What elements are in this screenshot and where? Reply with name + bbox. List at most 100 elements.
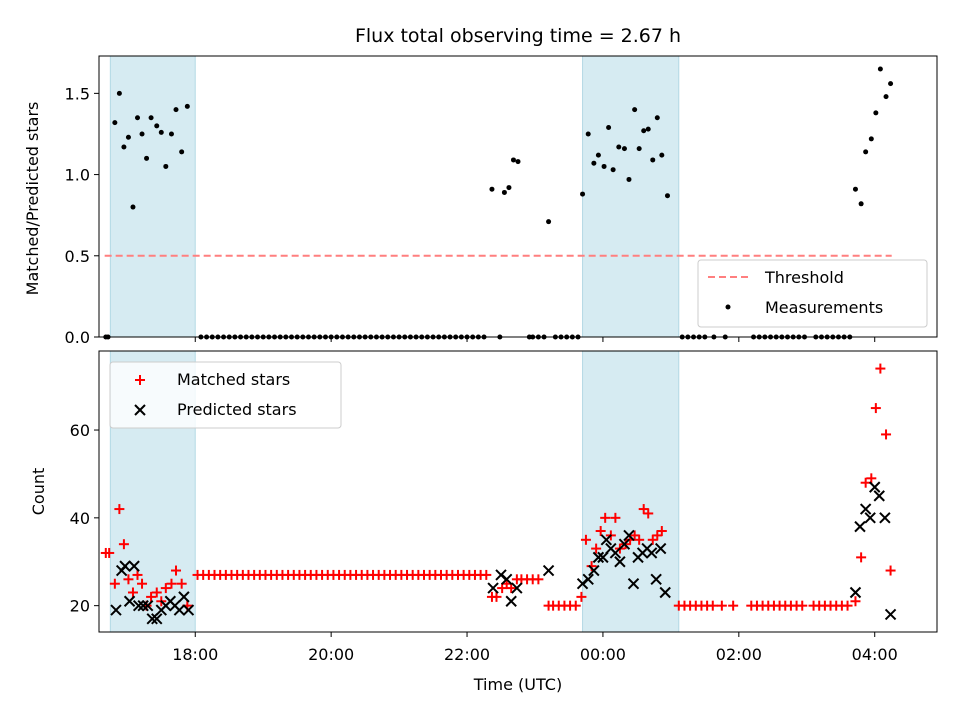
measurement-point	[144, 155, 150, 161]
measurement-point	[650, 157, 656, 163]
top-y-tick-label: 1.0	[65, 166, 90, 185]
x-stroke-b	[873, 490, 885, 502]
x-stroke-b	[500, 573, 513, 586]
measurement-point	[591, 160, 597, 166]
measurement-point	[130, 204, 136, 210]
measurement-point	[852, 186, 858, 192]
top-legend: Threshold Measurements	[697, 259, 928, 328]
predicted-star-point	[859, 503, 872, 515]
x-stroke-b	[600, 534, 613, 546]
shaded-interval	[109, 55, 196, 338]
top-axes-frame	[98, 55, 938, 338]
x-stroke-b	[495, 569, 507, 581]
x-tick-label: 00:00	[580, 645, 626, 664]
measurement-point	[580, 191, 586, 197]
predicted-star-point	[132, 599, 145, 612]
matched-star-point	[118, 539, 129, 550]
matched-star-point	[875, 363, 886, 374]
x-stroke-b	[654, 542, 667, 555]
measurement-point	[868, 136, 874, 142]
measurement-point	[659, 152, 665, 158]
shaded-interval	[582, 55, 680, 338]
matched-star-point	[600, 512, 611, 523]
matched-star-point	[595, 526, 606, 537]
x-stroke-b	[146, 613, 158, 625]
predicted-star-point	[600, 534, 613, 546]
measurement-point	[858, 201, 864, 207]
measurement-point	[501, 189, 507, 195]
bottom-y-tick-label: 20	[70, 597, 90, 616]
measurement-point	[610, 167, 616, 173]
x-stroke-b	[151, 613, 163, 625]
top-data-marks	[103, 66, 894, 340]
predicted-star-point	[623, 529, 635, 542]
legend-x-marker	[134, 404, 146, 416]
matched-stars-marks	[100, 363, 896, 611]
predicted-star-point	[645, 547, 658, 559]
measurement-point	[139, 131, 145, 137]
predicted-star-point	[864, 512, 876, 524]
measurement-point	[636, 146, 642, 152]
measurement-point	[179, 149, 185, 155]
matched-star-point	[850, 596, 861, 607]
matched-star-point	[652, 530, 663, 541]
predicted-star-point	[173, 604, 186, 616]
top-y-tick-label: 0.0	[65, 328, 90, 347]
predicted-star-point	[627, 577, 640, 590]
matched-star-point	[123, 574, 134, 585]
x-stroke-b	[134, 404, 146, 416]
measurement-point	[158, 129, 164, 135]
matched-star-point	[137, 578, 148, 589]
x-stroke-b	[123, 595, 136, 607]
measurement-point	[510, 157, 516, 163]
predicted-star-point	[505, 595, 517, 607]
top-shaded-intervals	[109, 55, 680, 338]
measurement-point	[515, 159, 521, 165]
matched-star-point	[728, 600, 739, 611]
matched-stars-legend-label: Matched stars	[177, 370, 290, 389]
measurement-point	[626, 176, 632, 182]
x-tick-label: 18:00	[172, 645, 218, 664]
shaded-interval	[582, 350, 680, 633]
matched-star-point	[610, 512, 621, 523]
measurement-point	[121, 144, 127, 150]
matched-star-point	[580, 534, 591, 545]
matched-star-point	[647, 534, 658, 545]
x-stroke-b	[884, 608, 897, 621]
x-stroke-b	[618, 538, 631, 550]
predicted-star-point	[588, 564, 600, 577]
matched-star-point	[166, 578, 177, 589]
x-stroke-b	[505, 595, 517, 607]
measurement-point	[148, 115, 154, 121]
matched-star-point	[629, 530, 640, 541]
matched-star-point	[576, 591, 587, 602]
predicted-star-point	[650, 573, 662, 586]
x-stroke-b	[659, 586, 671, 599]
measurement-point	[641, 128, 647, 134]
predicted-stars-marks	[110, 481, 897, 625]
matched-star-point	[176, 578, 187, 589]
top-x-ticks	[194, 337, 876, 342]
threshold-legend-label: Threshold	[764, 268, 844, 287]
matched-star-point	[856, 552, 867, 563]
matched-star-point	[491, 591, 502, 602]
matched-star-point	[638, 504, 649, 515]
matched-star-point	[171, 565, 182, 576]
x-stroke-b	[141, 599, 154, 612]
measurement-point	[645, 126, 651, 132]
predicted-star-point	[119, 560, 131, 572]
predicted-star-point	[869, 481, 881, 493]
bottom-x-ticks: 18:00 20:00 22:00 00:00 02:00 04:00	[172, 632, 898, 664]
matched-star-point	[716, 600, 727, 611]
x-stroke-b	[137, 599, 149, 612]
matched-star-point	[151, 587, 162, 598]
matched-star-point	[881, 429, 892, 440]
x-stroke-b	[128, 560, 140, 572]
top-y-ticks: 0.0 0.5 1.0 1.5	[65, 84, 99, 347]
predicted-star-point	[597, 551, 609, 564]
x-stroke-b	[110, 604, 122, 616]
measurement-point	[883, 94, 889, 100]
matched-star-point	[643, 508, 654, 519]
predicted-star-point	[849, 586, 862, 599]
